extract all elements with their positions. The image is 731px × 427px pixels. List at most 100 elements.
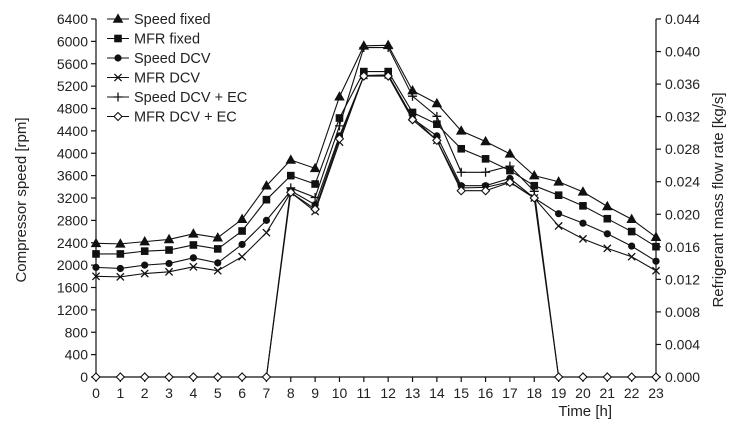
series-line bbox=[95, 74, 657, 278]
data-point bbox=[237, 372, 247, 382]
data-point bbox=[113, 92, 123, 102]
square-marker bbox=[238, 227, 246, 235]
y-tick-left-label: 6000 bbox=[57, 33, 88, 49]
data-point bbox=[334, 121, 344, 131]
y-tick-left-label: 2400 bbox=[57, 235, 88, 251]
y-tick-right-label: 0.044 bbox=[665, 11, 700, 27]
data-point bbox=[553, 176, 564, 186]
data-point bbox=[286, 171, 295, 180]
square-marker bbox=[554, 191, 563, 200]
data-point bbox=[481, 155, 490, 163]
data-point bbox=[90, 237, 102, 248]
data-point bbox=[553, 372, 564, 382]
chart-legend: Speed fixed MFR fixed Speed DCV MFR DCV Spee… bbox=[107, 12, 247, 126]
data-point bbox=[652, 257, 660, 265]
diamond-marker bbox=[626, 372, 637, 382]
diamond-marker bbox=[237, 372, 247, 382]
plus-marker bbox=[408, 91, 418, 101]
data-point bbox=[627, 227, 636, 236]
x-tick-label: 10 bbox=[332, 385, 348, 401]
circle-marker bbox=[555, 210, 563, 218]
data-point bbox=[528, 170, 540, 180]
y-tick-right-label: 0.000 bbox=[665, 369, 700, 385]
data-point bbox=[91, 372, 101, 382]
x-tick-label: 14 bbox=[429, 385, 445, 401]
x-marker bbox=[213, 266, 222, 275]
x-tick-label: 1 bbox=[116, 385, 124, 401]
data-point bbox=[456, 167, 466, 177]
chart-axes: 0400800120016002000240028003200360040004… bbox=[57, 11, 700, 401]
y-tick-right-label: 0.004 bbox=[665, 336, 700, 352]
x-marker bbox=[262, 228, 271, 237]
data-point bbox=[359, 43, 369, 53]
x-tick-label: 5 bbox=[214, 385, 222, 401]
triangle-marker bbox=[650, 231, 662, 241]
x-tick-label: 6 bbox=[238, 385, 246, 401]
data-point bbox=[212, 372, 223, 382]
legend-label: MFR DCV bbox=[134, 71, 200, 87]
diamond-marker bbox=[359, 71, 369, 81]
y-tick-right-label: 0.040 bbox=[665, 44, 700, 60]
plus-marker bbox=[481, 167, 491, 177]
data-point bbox=[141, 261, 149, 269]
square-marker bbox=[140, 247, 149, 255]
triangle-marker bbox=[285, 154, 297, 164]
square-marker bbox=[603, 214, 612, 223]
data-point bbox=[603, 244, 612, 253]
x-axis-title: Time [h] bbox=[558, 403, 612, 420]
diamond-marker bbox=[651, 372, 661, 382]
triangle-marker bbox=[577, 186, 589, 196]
x-tick-label: 17 bbox=[502, 385, 518, 401]
x-marker bbox=[113, 73, 123, 82]
x-tick-label: 22 bbox=[624, 385, 640, 401]
data-point bbox=[602, 372, 613, 382]
data-point bbox=[286, 187, 296, 198]
data-point bbox=[408, 108, 417, 117]
triangle-marker bbox=[504, 148, 516, 158]
data-point bbox=[188, 228, 199, 238]
diamond-marker bbox=[480, 185, 491, 196]
triangle-marker bbox=[626, 213, 637, 224]
y-tick-right-label: 0.020 bbox=[665, 206, 700, 222]
x-marker bbox=[91, 272, 101, 281]
diamond-marker bbox=[505, 177, 515, 188]
square-marker bbox=[433, 120, 441, 128]
square-marker bbox=[262, 195, 271, 204]
x-tick-label: 9 bbox=[311, 385, 319, 401]
diamond-marker bbox=[553, 372, 564, 382]
x-tick-label: 19 bbox=[551, 385, 567, 401]
y-tick-left-label: 2000 bbox=[57, 257, 88, 273]
data-point bbox=[261, 180, 272, 190]
square-marker bbox=[165, 246, 173, 254]
x-tick-label: 16 bbox=[478, 385, 494, 401]
legend-item: MFR fixed bbox=[107, 32, 200, 48]
square-marker bbox=[189, 241, 198, 249]
data-point bbox=[140, 269, 149, 278]
diamond-marker bbox=[529, 193, 540, 203]
data-point bbox=[115, 238, 126, 248]
legend-label: Speed DCV + EC bbox=[134, 90, 247, 106]
square-marker bbox=[311, 180, 319, 188]
y-tick-right-label: 0.032 bbox=[665, 109, 700, 125]
y-tick-right-label: 0.012 bbox=[665, 271, 700, 287]
data-point bbox=[455, 125, 467, 135]
data-point bbox=[112, 13, 124, 23]
x-marker bbox=[554, 221, 563, 231]
diamond-marker bbox=[91, 372, 101, 382]
triangle-marker bbox=[309, 162, 321, 173]
data-point bbox=[407, 114, 418, 125]
data-point bbox=[651, 372, 661, 382]
y-axis-title-left: Compressor speed [rpm] bbox=[13, 117, 30, 282]
data-point bbox=[114, 34, 122, 43]
data-point bbox=[626, 213, 637, 224]
data-point bbox=[554, 191, 563, 200]
y-tick-left-label: 3600 bbox=[57, 168, 88, 184]
data-point bbox=[164, 372, 174, 382]
triangle-marker bbox=[261, 180, 272, 190]
data-point bbox=[189, 241, 198, 249]
circle-marker bbox=[652, 257, 660, 265]
square-marker bbox=[213, 245, 222, 253]
series-mfr-dcv-ec bbox=[91, 71, 661, 382]
y-tick-right-label: 0.008 bbox=[665, 304, 700, 320]
y-tick-left-label: 5200 bbox=[57, 78, 88, 94]
